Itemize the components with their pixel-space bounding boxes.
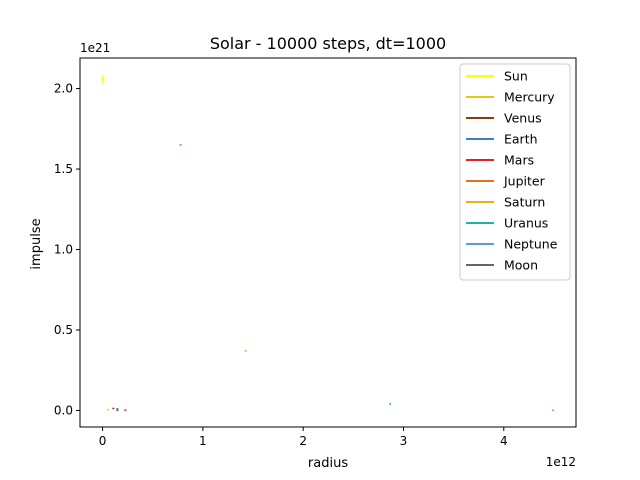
- legend-label-mars: Mars: [504, 153, 534, 168]
- legend-label-neptune: Neptune: [504, 237, 558, 252]
- y-tick-label: 0.5: [54, 323, 73, 337]
- axes-frame: [79, 57, 577, 428]
- chart-title: Solar - 10000 steps, dt=1000: [210, 34, 446, 53]
- y-tick-label: 1.5: [54, 162, 73, 176]
- y-offset-text: 1e21: [80, 41, 110, 55]
- legend-label-sun: Sun: [504, 69, 528, 84]
- x-axis-ticks: 0 1 2 3 4: [99, 427, 508, 448]
- legend-label-venus: Venus: [504, 111, 542, 126]
- legend-label-moon: Moon: [504, 258, 538, 273]
- y-axis-label: impulse: [29, 218, 44, 269]
- y-tick-label: 0.0: [54, 403, 73, 417]
- legend: Sun Mercury Venus Earth Mars Jupiter Saturn Ura…: [459, 63, 571, 281]
- y-tick-label: 1.0: [54, 243, 73, 257]
- x-tick-label: 1: [199, 434, 207, 448]
- x-axis-label: radius: [308, 456, 348, 471]
- x-tick-label: 2: [299, 434, 307, 448]
- y-axis-ticks: 0.0 0.5 1.0 1.5 2.0: [54, 82, 80, 417]
- legend-label-uranus: Uranus: [504, 216, 548, 231]
- legend-label-mercury: Mercury: [504, 90, 555, 105]
- legend-label-earth: Earth: [504, 132, 538, 147]
- x-offset-text: 1e12: [546, 455, 576, 469]
- plot-area: [101, 75, 555, 412]
- legend-label-jupiter: Jupiter: [503, 174, 546, 189]
- x-tick-label: 0: [99, 434, 107, 448]
- y-tick-label: 2.0: [54, 82, 73, 96]
- x-tick-label: 3: [400, 434, 408, 448]
- x-tick-label: 4: [500, 434, 508, 448]
- legend-label-saturn: Saturn: [504, 195, 545, 210]
